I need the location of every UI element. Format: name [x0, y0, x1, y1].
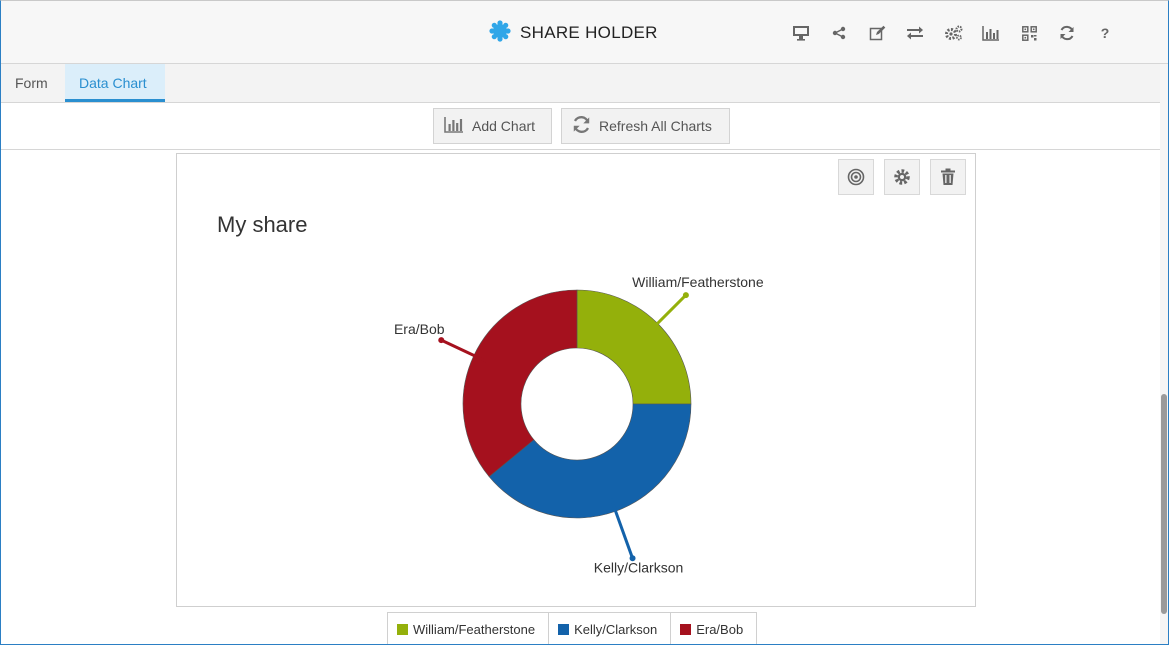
logo-icon	[489, 19, 511, 47]
leader-line-2	[440, 338, 487, 363]
leader-dot-0	[682, 292, 689, 299]
chart-panel: My share William/Featherstone Kelly/Clark…	[176, 153, 976, 607]
legend-item-2[interactable]: Era/Bob	[671, 613, 756, 644]
desktop-icon[interactable]	[782, 21, 820, 45]
slice-label-1: Kelly/Clarkson	[594, 559, 683, 575]
header-bar: SHARE HOLDER	[1, 1, 1168, 64]
leader-line-1	[609, 497, 634, 559]
settings-icon[interactable]	[934, 21, 972, 45]
refresh-all-charts-button[interactable]: Refresh All Charts	[561, 108, 730, 144]
gear-icon[interactable]	[884, 159, 920, 195]
toolbar: ?	[782, 21, 1124, 45]
chart-action-bar: Add Chart Refresh All Charts	[1, 103, 1168, 150]
tab-form[interactable]: Form	[15, 75, 48, 91]
tab-data-chart[interactable]: Data Chart	[65, 64, 165, 102]
refresh-all-charts-label: Refresh All Charts	[599, 118, 712, 134]
scrollbar-track[interactable]	[1160, 64, 1168, 644]
trash-icon[interactable]	[930, 159, 966, 195]
scrollbar-thumb[interactable]	[1161, 394, 1167, 614]
svg-text:?: ?	[1101, 25, 1110, 41]
legend-item-1[interactable]: Kelly/Clarkson	[549, 613, 672, 644]
leader-dot-2	[438, 337, 445, 344]
swap-icon[interactable]	[896, 21, 934, 45]
help-icon[interactable]: ?	[1086, 21, 1124, 45]
legend-swatch	[397, 624, 408, 635]
app-title: SHARE HOLDER	[489, 19, 658, 47]
legend-label: Kelly/Clarkson	[574, 622, 658, 637]
donut-slice-0[interactable]	[576, 289, 692, 405]
donut-slice-2[interactable]	[462, 289, 578, 478]
leader-line-0	[646, 294, 687, 335]
leader-dot-1	[629, 555, 636, 562]
slice-label-0: William/Featherstone	[632, 274, 764, 290]
add-chart-button[interactable]: Add Chart	[433, 108, 552, 144]
edit-icon[interactable]	[858, 21, 896, 45]
target-icon[interactable]	[838, 159, 874, 195]
add-chart-label: Add Chart	[472, 118, 536, 134]
app-title-text: SHARE HOLDER	[520, 23, 658, 42]
bar-chart-icon	[444, 116, 464, 136]
legend-swatch	[680, 624, 692, 635]
chart-legend: William/Featherstone Kelly/Clarkson Era/Bo…	[387, 612, 758, 644]
slice-label-2: Era/Bob	[394, 321, 445, 337]
bar-chart-icon[interactable]	[972, 21, 1010, 45]
legend-item-0[interactable]: William/Featherstone	[388, 613, 550, 644]
share-icon[interactable]	[820, 21, 858, 45]
legend-swatch	[558, 624, 570, 635]
tab-bar: Form Data Chart	[1, 64, 1168, 103]
legend-label: Era/Bob	[696, 622, 744, 637]
refresh-icon	[572, 115, 591, 137]
refresh-icon[interactable]	[1048, 21, 1086, 45]
qr-code-icon[interactable]	[1010, 21, 1048, 45]
chart-title: My share	[217, 212, 308, 237]
donut-slice-1[interactable]	[488, 403, 692, 519]
legend-label: William/Featherstone	[413, 622, 536, 637]
